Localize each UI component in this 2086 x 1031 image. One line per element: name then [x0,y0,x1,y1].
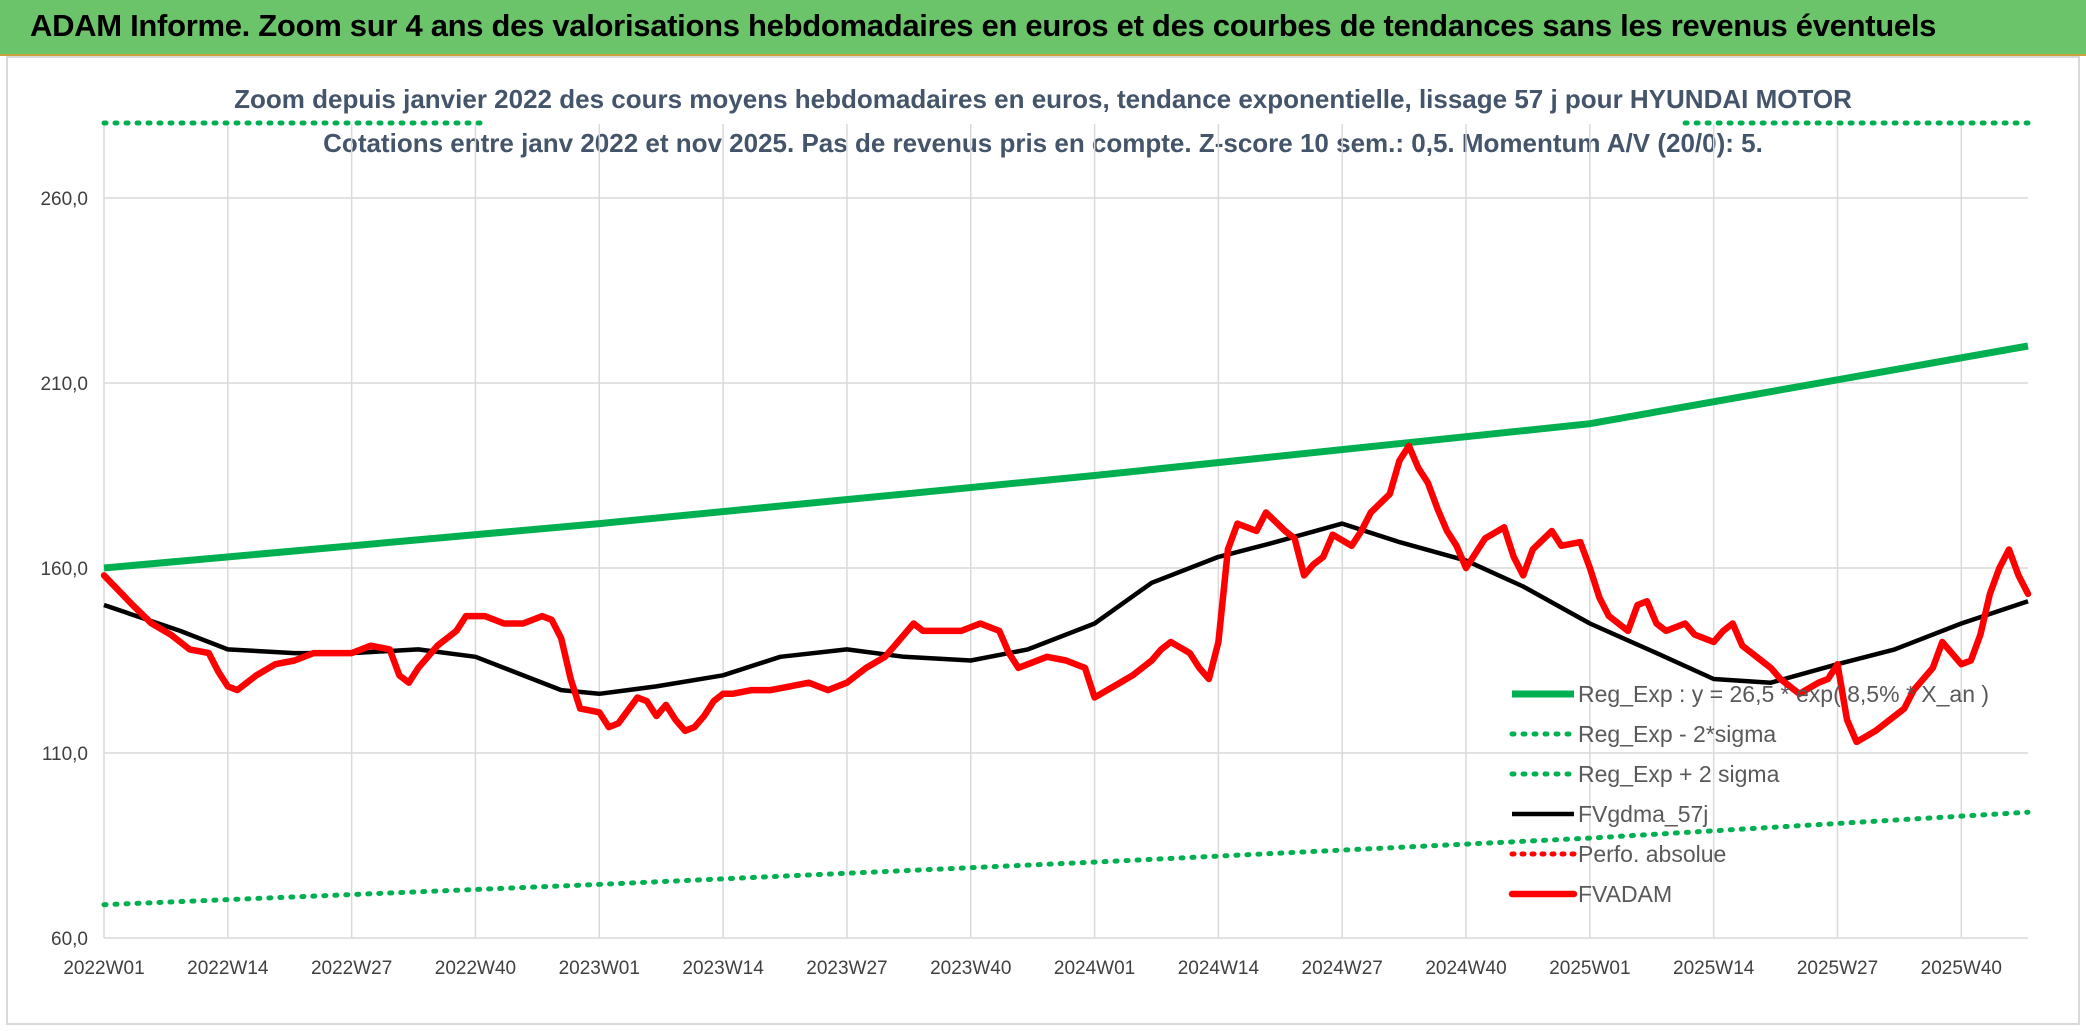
legend-label: Reg_Exp - 2*sigma [1578,721,1776,747]
y-tick-label: 260,0 [40,189,88,210]
x-tick-label: 2023W40 [930,958,1011,979]
x-tick-label: 2023W14 [682,958,764,979]
legend-label: FVADAM [1578,881,1672,907]
y-tick-label: 160,0 [40,559,88,580]
legend-label: Perfo. absolue [1578,841,1726,867]
chart-title-line-1: Zoom depuis janvier 2022 des cours moyen… [234,84,1852,114]
series-line-reg-exp [103,342,2029,572]
y-tick-label: 60,0 [51,929,88,950]
x-tick-label: 2025W40 [1921,958,2002,979]
chart-title-line-2: Cotations entre janv 2022 et nov 2025. P… [323,128,1763,158]
legend-label: Reg_Exp : y = 26,5 * exp( 8,5% * X_an ) [1578,681,1989,707]
x-tick-label: 2025W14 [1673,958,1755,979]
x-tick-label: 2022W27 [311,958,392,979]
x-tick-label: 2023W01 [559,958,640,979]
x-tick-label: 2022W01 [63,958,144,979]
y-tick-label: 210,0 [40,374,88,395]
x-tick-label: 2024W14 [1178,958,1260,979]
report-title: ADAM Informe. Zoom sur 4 ans des valoris… [30,8,1937,43]
series-line-fvgdma [103,521,2029,697]
x-tick-label: 2025W01 [1549,958,1630,979]
x-tick-label: 2024W40 [1425,958,1506,979]
legend-label: Reg_Exp + 2 sigma [1578,761,1780,787]
legend-label: FVgdma_57j [1578,801,1708,827]
x-tick-label: 2024W01 [1054,958,1135,979]
series-line-fvadam [100,442,2032,746]
series-line-reg-minus [101,809,2031,908]
x-tick-label: 2025W27 [1797,958,1878,979]
x-tick-label: 2022W14 [187,958,269,979]
report-banner: ADAM Informe. Zoom sur 4 ans des valoris… [0,0,2086,56]
x-tick-label: 2024W27 [1302,958,1383,979]
y-tick-label: 110,0 [42,744,88,765]
x-tick-label: 2022W40 [435,958,516,979]
x-tick-label: 2023W27 [806,958,887,979]
